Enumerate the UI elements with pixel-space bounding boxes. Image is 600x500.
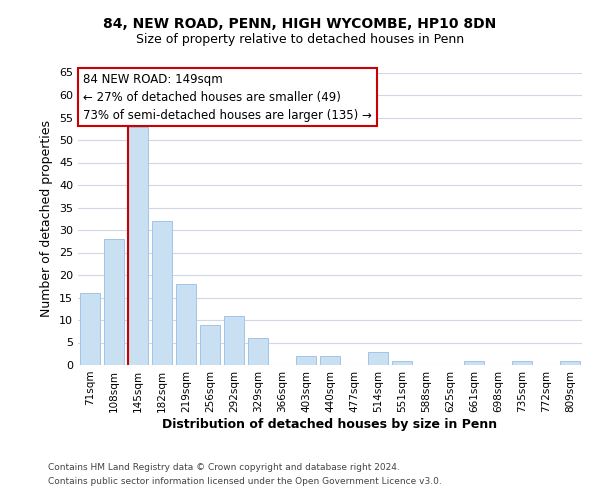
X-axis label: Distribution of detached houses by size in Penn: Distribution of detached houses by size … [163, 418, 497, 430]
Text: Size of property relative to detached houses in Penn: Size of property relative to detached ho… [136, 32, 464, 46]
Bar [560, 360, 580, 365]
Bar [224, 316, 244, 365]
Y-axis label: Number of detached properties: Number of detached properties [40, 120, 53, 318]
Text: Contains HM Land Registry data © Crown copyright and database right 2024.: Contains HM Land Registry data © Crown c… [48, 464, 400, 472]
Text: 84, NEW ROAD, PENN, HIGH WYCOMBE, HP10 8DN: 84, NEW ROAD, PENN, HIGH WYCOMBE, HP10 8… [103, 18, 497, 32]
Bar [80, 293, 100, 365]
Bar [200, 324, 220, 365]
Bar [152, 221, 172, 365]
Bar [176, 284, 196, 365]
Text: 84 NEW ROAD: 149sqm
← 27% of detached houses are smaller (49)
73% of semi-detach: 84 NEW ROAD: 149sqm ← 27% of detached ho… [83, 72, 372, 122]
Bar [248, 338, 268, 365]
Bar [296, 356, 316, 365]
Bar [320, 356, 340, 365]
Bar [104, 239, 124, 365]
Bar [128, 126, 148, 365]
Bar [512, 360, 532, 365]
Text: Contains public sector information licensed under the Open Government Licence v3: Contains public sector information licen… [48, 477, 442, 486]
Bar [368, 352, 388, 365]
Bar [392, 360, 412, 365]
Bar [464, 360, 484, 365]
